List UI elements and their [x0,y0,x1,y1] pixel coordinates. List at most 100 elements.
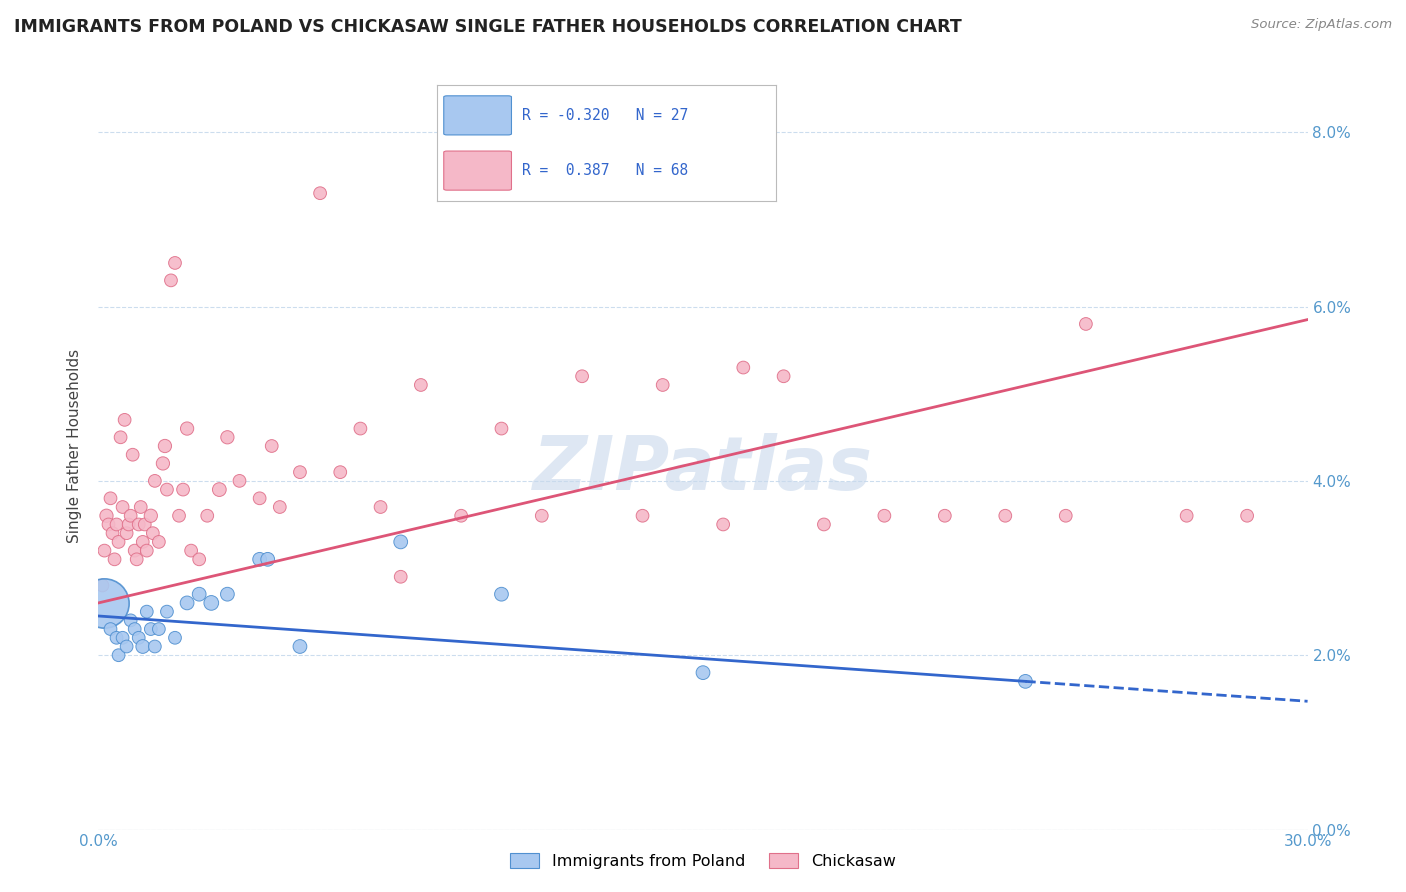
Point [180,543,202,558]
Point [118,517,141,532]
Point [135,543,157,558]
Point [152,457,174,471]
Point [450,508,472,523]
Point [288,640,311,654]
Point [934,508,956,523]
Text: Source: ZipAtlas.com: Source: ZipAtlas.com [1251,18,1392,31]
Point [873,508,896,523]
Point [217,430,239,444]
Point [1236,508,1258,523]
Point [132,640,155,654]
Point [107,648,129,663]
Point [651,378,673,392]
Point [167,508,190,523]
Point [491,421,513,435]
Point [711,517,734,532]
Point [156,483,179,497]
Point [228,474,250,488]
Point [176,596,198,610]
Point [142,526,165,541]
Point [105,517,128,532]
Point [260,439,283,453]
Point [114,413,136,427]
Point [1054,508,1077,523]
Point [188,587,211,601]
Point [143,474,166,488]
Point [994,508,1017,523]
Point [772,369,794,384]
Point [93,543,115,558]
Point [249,491,271,506]
Point [370,500,392,514]
Text: IMMIGRANTS FROM POLAND VS CHICKASAW SINGLE FATHER HOUSEHOLDS CORRELATION CHART: IMMIGRANTS FROM POLAND VS CHICKASAW SING… [14,18,962,36]
Point [125,552,148,566]
Point [101,526,124,541]
Point [329,465,352,479]
Point [288,465,311,479]
Point [103,552,125,566]
Point [176,421,198,435]
Point [208,483,231,497]
Point [148,622,170,636]
Point [139,622,162,636]
Point [110,430,132,444]
Y-axis label: Single Father Households: Single Father Households [67,349,83,543]
Point [100,622,122,636]
Point [1074,317,1097,331]
Point [139,508,162,523]
Point [100,491,122,506]
Point [309,186,332,201]
Point [111,500,134,514]
Point [249,552,271,566]
Point [733,360,755,375]
Point [172,483,194,497]
Point [813,517,835,532]
Point [349,421,371,435]
Point [530,508,553,523]
Point [124,543,146,558]
Point [256,552,278,566]
Point [156,605,179,619]
Point [105,631,128,645]
Point [148,535,170,549]
Point [128,631,150,645]
Point [124,622,146,636]
Point [160,273,183,287]
Point [143,640,166,654]
Point [97,517,120,532]
Point [491,587,513,601]
Point [93,596,115,610]
Point [571,369,593,384]
Point [163,631,186,645]
Point [195,508,218,523]
Text: ZIPatlas: ZIPatlas [533,433,873,506]
Point [389,535,412,549]
Point [120,613,142,627]
Point [121,448,143,462]
Point [163,256,186,270]
Point [217,587,239,601]
Point [409,378,432,392]
Point [389,570,412,584]
Point [115,640,138,654]
Point [107,535,129,549]
Point [269,500,291,514]
Point [128,517,150,532]
Point [153,439,176,453]
Point [200,596,222,610]
Point [111,631,134,645]
Point [188,552,211,566]
Point [129,500,152,514]
Point [115,526,138,541]
Point [692,665,714,680]
Point [1175,508,1198,523]
Point [631,508,654,523]
Point [96,508,118,523]
Point [91,578,114,592]
Legend: Immigrants from Poland, Chickasaw: Immigrants from Poland, Chickasaw [503,847,903,876]
Point [135,605,157,619]
Point [120,508,142,523]
Point [1014,674,1036,689]
Point [134,517,156,532]
Point [132,535,155,549]
